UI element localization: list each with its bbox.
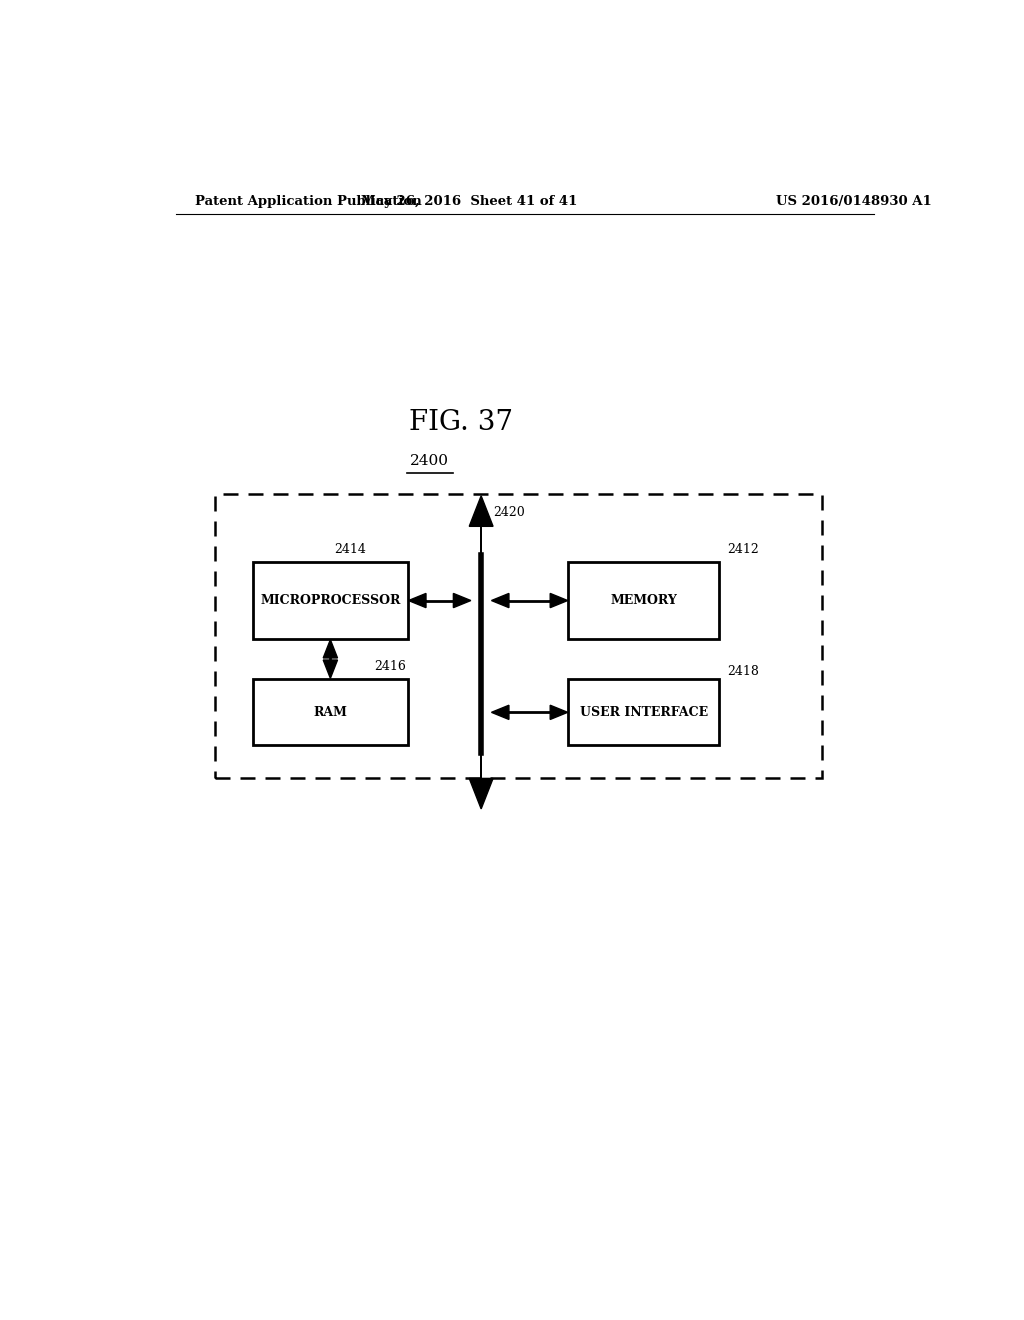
FancyArrow shape	[492, 705, 509, 719]
FancyArrow shape	[454, 594, 471, 607]
Text: 2420: 2420	[494, 507, 525, 519]
FancyArrow shape	[492, 594, 509, 607]
Text: 2400: 2400	[410, 454, 450, 469]
Text: 2418: 2418	[727, 665, 759, 678]
FancyArrow shape	[469, 751, 494, 809]
Text: RAM: RAM	[313, 706, 347, 719]
Text: 2414: 2414	[334, 544, 367, 556]
FancyArrow shape	[324, 640, 338, 657]
Text: MICROPROCESSOR: MICROPROCESSOR	[260, 594, 400, 607]
Text: FIG. 37: FIG. 37	[410, 409, 513, 436]
Bar	[215, 494, 822, 779]
FancyArrow shape	[550, 705, 567, 719]
Bar	[568, 562, 719, 639]
Text: USER INTERFACE: USER INTERFACE	[580, 706, 708, 719]
FancyArrow shape	[324, 660, 338, 678]
Bar	[253, 562, 408, 639]
Text: Patent Application Publication: Patent Application Publication	[196, 194, 422, 207]
FancyArrow shape	[550, 594, 567, 607]
Text: 2416: 2416	[374, 660, 406, 673]
Bar	[568, 680, 719, 746]
Text: US 2016/0148930 A1: US 2016/0148930 A1	[776, 194, 932, 207]
Text: 2412: 2412	[727, 544, 759, 556]
Bar	[253, 680, 408, 746]
Text: May 26, 2016  Sheet 41 of 41: May 26, 2016 Sheet 41 of 41	[361, 194, 578, 207]
Text: MEMORY: MEMORY	[610, 594, 677, 607]
FancyArrow shape	[409, 594, 426, 607]
FancyArrow shape	[469, 496, 494, 557]
